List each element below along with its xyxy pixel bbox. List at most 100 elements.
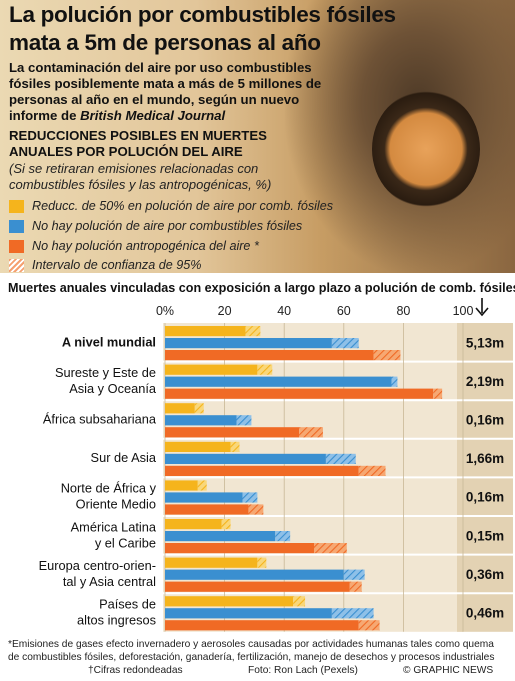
chart-heading-text: Muertes anuales vinculadas con exposició… — [8, 281, 515, 296]
bar — [165, 441, 231, 452]
bar — [165, 543, 314, 554]
copyright-credit: © GRAPHIC NEWS — [403, 665, 494, 676]
deaths-value: 0,15m — [466, 528, 504, 543]
intro-text: personas al año en el mundo, según un nu… — [9, 92, 300, 107]
page-title-line2: mata a 5m de personas al año — [9, 30, 321, 55]
hero-photo — [0, 0, 515, 273]
bar-confidence-interval — [373, 350, 401, 361]
legend-item: No hay polución antropogénica del aire * — [9, 238, 259, 254]
bar-confidence-interval — [391, 376, 398, 387]
bar — [165, 376, 392, 387]
x-tick-label: 60 — [337, 304, 351, 318]
legend-item: Intervalo de confianza de 95% — [9, 257, 201, 273]
bar — [165, 415, 237, 426]
bar — [165, 388, 434, 399]
bar-confidence-interval — [299, 427, 323, 438]
bar — [165, 504, 249, 515]
bar-confidence-interval — [245, 326, 261, 337]
legend-item: No hay polución de aire por combustibles… — [9, 218, 302, 234]
bar — [165, 557, 258, 568]
category-label: A nivel mundial — [62, 334, 156, 349]
bar — [165, 492, 243, 503]
bar — [165, 519, 222, 530]
x-tick-label: 20 — [218, 304, 232, 318]
section-heading: ANUALES POR POLUCIÓN DEL AIRE — [9, 144, 243, 159]
bar — [165, 427, 300, 438]
category-label: Europa centro-orien- — [39, 558, 156, 573]
bar-confidence-interval — [358, 620, 380, 631]
legend-swatch — [9, 219, 24, 233]
bar-confidence-interval — [194, 403, 204, 414]
category-label: América Latina — [71, 519, 157, 534]
category-label: Norte de África y — [61, 481, 157, 496]
bar-confidence-interval — [275, 531, 291, 542]
category-label: Sur de Asia — [91, 450, 157, 465]
bar-chart: 0% 20 40 60 80 100 A nivel mundial Sureste y E… — [0, 298, 513, 632]
bar-confidence-interval — [257, 557, 267, 568]
section-note: (Si se retiraran emisiones relacionadas … — [9, 161, 259, 176]
bar — [165, 569, 344, 580]
category-label: altos ingresos — [77, 613, 156, 628]
chart-heading: Muertes anuales vinculadas con exposició… — [8, 278, 515, 295]
footnote: *Emisiones de gases efecto invernadero y… — [8, 639, 494, 650]
x-tick-label: 40 — [277, 304, 291, 318]
deaths-value: 0,16m — [466, 490, 504, 505]
legend-item: Reducc. de 50% en polución de aire por c… — [9, 198, 333, 214]
bar-confidence-interval — [248, 504, 264, 515]
legend-swatch — [9, 239, 24, 253]
bar — [165, 465, 359, 476]
legend-label: No hay polución de aire por combustibles… — [32, 219, 303, 233]
deaths-value: 0,46m — [466, 606, 504, 621]
intro-text: La contaminación del aire por uso combus… — [9, 60, 312, 75]
bar — [165, 480, 198, 491]
bar — [165, 403, 195, 414]
bar — [165, 608, 332, 619]
category-label: Países de — [99, 597, 156, 612]
bar-confidence-interval — [314, 543, 347, 554]
x-tick-label: 80 — [396, 304, 410, 318]
gas-mask-illustration — [372, 90, 480, 208]
deaths-value: 0,16m — [466, 413, 504, 428]
bar-confidence-interval — [221, 519, 231, 530]
legend-label: Reducc. de 50% en polución de aire por c… — [32, 199, 334, 213]
category-label: Asia y Oceanía — [69, 381, 157, 396]
section-heading: REDUCCIONES POSIBLES EN MUERTES — [9, 128, 267, 143]
photo-credit: Foto: Ron Lach (Pexels) — [248, 665, 358, 676]
bar — [165, 531, 276, 542]
page-title-line1: La polución por combustibles fósiles — [9, 2, 396, 27]
bar-confidence-interval — [358, 465, 386, 476]
bar-confidence-interval — [236, 415, 252, 426]
category-label: Sureste y Este de — [55, 365, 156, 380]
bar — [165, 350, 374, 361]
intro-text: fósiles posiblemente mata a más de 5 mil… — [9, 76, 322, 91]
intro-text: informe de British Medical Journal — [9, 108, 225, 123]
bar-confidence-interval — [433, 388, 443, 399]
x-tick-label: 0% — [156, 304, 174, 318]
deaths-value: 2,19m — [466, 374, 504, 389]
bar-confidence-interval — [325, 453, 356, 464]
x-tick-label: 100 — [453, 304, 474, 318]
bar — [165, 326, 246, 337]
legend-label: Intervalo de confianza de 95% — [32, 258, 202, 272]
bar-confidence-interval — [293, 596, 306, 607]
category-label: África subsahariana — [43, 412, 157, 427]
bar-confidence-interval — [242, 492, 258, 503]
bar — [165, 364, 258, 375]
category-label: Oriente Medio — [76, 497, 156, 512]
deaths-value: 0,36m — [466, 567, 504, 582]
deaths-value: 5,13m — [466, 335, 504, 350]
bar-confidence-interval — [343, 569, 365, 580]
journal-name: British Medical Journal — [80, 108, 226, 123]
footnote: de combustibles fósiles, deforestación, … — [8, 652, 495, 663]
legend-label: No hay polución antropogénica del aire * — [32, 239, 259, 253]
bar-confidence-interval — [197, 480, 207, 491]
category-label: y el Caribe — [95, 535, 156, 550]
bar — [165, 596, 294, 607]
bar-confidence-interval — [257, 364, 273, 375]
footnote-rounded: †Cifras redondeadas — [88, 665, 183, 676]
arrow-down-icon — [475, 298, 489, 317]
category-label: tal y Asia central — [63, 574, 156, 589]
bar — [165, 453, 326, 464]
bar-confidence-interval — [230, 441, 240, 452]
bar-confidence-interval — [331, 338, 359, 349]
